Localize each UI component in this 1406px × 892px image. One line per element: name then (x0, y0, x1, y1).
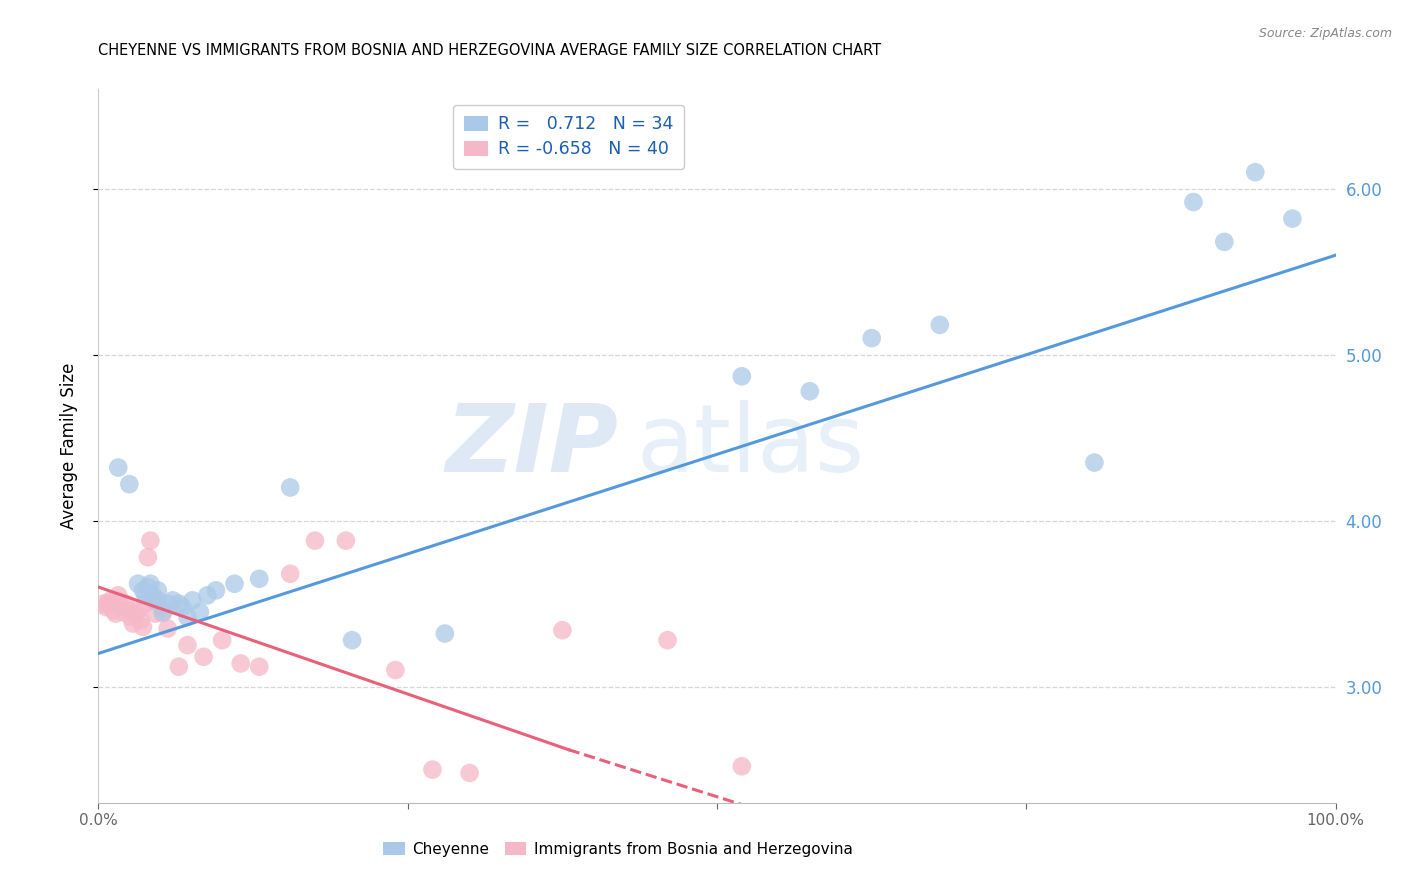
Point (107, 460, 129, 475)
Point (146, 583, 169, 598)
Point (93, 597, 115, 611)
Point (304, 533, 326, 548)
Point (278, 566, 301, 581)
Point (1213, 235, 1236, 249)
Point (127, 603, 149, 617)
Y-axis label: Average Family Size: Average Family Size (59, 363, 77, 529)
Point (143, 593, 166, 607)
Point (458, 766, 481, 780)
Point (117, 603, 139, 617)
Point (129, 613, 152, 627)
Point (100, 593, 122, 607)
Text: Source: ZipAtlas.com: Source: ZipAtlas.com (1258, 27, 1392, 40)
Point (110, 599, 132, 614)
Point (205, 583, 228, 598)
Point (156, 597, 179, 611)
Point (162, 593, 184, 607)
Point (211, 633, 233, 648)
Point (152, 607, 174, 621)
Point (134, 588, 156, 602)
Point (172, 599, 194, 614)
Point (799, 384, 821, 399)
Point (335, 533, 357, 548)
Point (433, 626, 456, 640)
Point (152, 605, 174, 619)
Legend: Cheyenne, Immigrants from Bosnia and Herzegovina: Cheyenne, Immigrants from Bosnia and Her… (377, 836, 859, 863)
Point (112, 605, 135, 619)
Point (136, 550, 159, 565)
Point (122, 616, 145, 631)
Point (928, 318, 950, 332)
Point (731, 369, 754, 384)
Point (188, 605, 211, 619)
Point (1083, 456, 1105, 470)
Point (132, 583, 155, 598)
Point (167, 659, 190, 673)
Point (139, 576, 162, 591)
Text: CHEYENNE VS IMMIGRANTS FROM BOSNIA AND HERZEGOVINA AVERAGE FAMILY SIZE CORRELATI: CHEYENNE VS IMMIGRANTS FROM BOSNIA AND H… (98, 43, 882, 58)
Point (139, 533, 162, 548)
Point (142, 593, 165, 607)
Point (224, 576, 246, 591)
Point (97, 597, 120, 611)
Point (247, 659, 270, 673)
Point (167, 597, 190, 611)
Point (118, 477, 141, 491)
Point (422, 763, 444, 777)
Point (142, 588, 165, 602)
Point (193, 649, 215, 664)
Point (1182, 195, 1205, 210)
Point (114, 597, 136, 611)
Point (134, 597, 156, 611)
Text: atlas: atlas (637, 400, 865, 492)
Point (176, 610, 198, 624)
Point (657, 633, 679, 648)
Point (229, 657, 252, 671)
Point (1244, 165, 1267, 179)
Point (384, 663, 406, 677)
Point (340, 633, 363, 648)
Point (136, 580, 159, 594)
Point (731, 759, 754, 773)
Point (146, 593, 169, 607)
Point (143, 607, 166, 621)
Point (124, 607, 146, 621)
Point (860, 331, 883, 345)
Point (247, 572, 270, 586)
Point (278, 481, 301, 495)
Point (104, 607, 127, 621)
Point (103, 603, 125, 617)
Point (94, 599, 117, 614)
Point (176, 638, 198, 652)
Point (195, 588, 218, 602)
Text: ZIP: ZIP (446, 400, 619, 492)
Point (120, 610, 142, 624)
Point (1281, 211, 1303, 226)
Point (107, 588, 129, 602)
Point (127, 576, 149, 591)
Point (156, 622, 179, 636)
Point (551, 624, 574, 638)
Point (181, 593, 204, 607)
Point (132, 620, 155, 634)
